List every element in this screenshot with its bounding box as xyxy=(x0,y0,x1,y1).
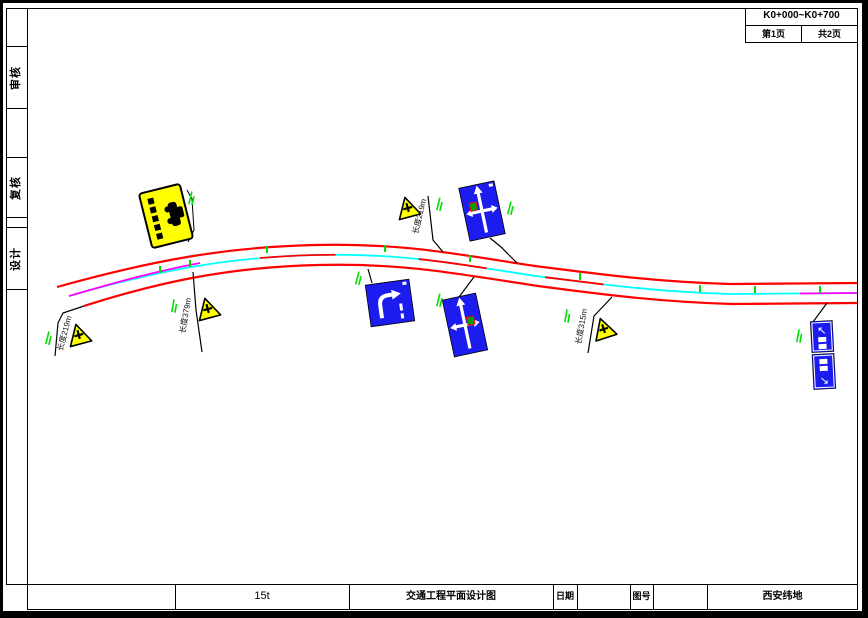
border-top xyxy=(0,0,868,3)
titlebar-divider xyxy=(630,584,631,610)
warning-triangle-1 xyxy=(69,323,93,348)
micro-label xyxy=(45,331,52,346)
drawing-frame xyxy=(27,8,858,610)
titlebar-divider xyxy=(653,584,654,610)
titlebar-divider xyxy=(349,584,350,610)
drawing-number-label: 图号 xyxy=(632,591,651,601)
centerline-magenta-right xyxy=(799,292,858,295)
strip-left-line xyxy=(6,8,7,585)
station-range: K0+000~K0+700 xyxy=(763,10,840,21)
curve-arrow-icon xyxy=(378,292,393,319)
guide-sign-curve xyxy=(364,278,416,328)
titlebar-divider xyxy=(577,584,578,610)
leader-warning-4 xyxy=(587,296,613,354)
micro-label xyxy=(796,329,803,343)
micro-label xyxy=(436,293,443,308)
road-edge-top xyxy=(56,243,858,289)
strip-line xyxy=(6,227,27,228)
car-warning-sign xyxy=(138,183,194,249)
micro-label xyxy=(507,201,514,216)
micro-label xyxy=(436,197,443,212)
leader-guide-1 xyxy=(489,237,518,264)
page-number: 第1页 xyxy=(761,29,785,39)
border-right xyxy=(862,0,868,618)
titlebar-divider xyxy=(707,584,708,610)
arrow-up-icon xyxy=(473,185,483,195)
border-left xyxy=(0,0,3,618)
micro-label xyxy=(171,299,178,313)
arrow-up-icon xyxy=(456,297,466,307)
station-block-line xyxy=(801,25,802,43)
titlebar-divider xyxy=(553,584,554,610)
micro-label xyxy=(564,309,571,323)
leader-warning-1 xyxy=(54,305,85,357)
leader-guide-3 xyxy=(458,276,475,298)
drawing-title: 交通工程平面设计图 xyxy=(406,591,496,602)
car-icon xyxy=(164,201,185,227)
page-total: 共2页 xyxy=(817,29,841,39)
route-shield-icon xyxy=(468,201,479,212)
warning-triangle-3 xyxy=(398,196,422,221)
station-ticks xyxy=(159,245,821,293)
guide-sign-intersection-1 xyxy=(458,180,506,242)
centerline-magenta-left xyxy=(68,262,201,297)
length-annotation-4: 长度315m xyxy=(573,308,589,346)
warning-triangle-2 xyxy=(198,297,222,322)
strip-line xyxy=(6,217,27,218)
company-name: 西安纬地 xyxy=(762,591,803,602)
centerline-red-segments xyxy=(68,253,858,297)
guide-sign-intersection-2 xyxy=(441,292,489,358)
strip-line xyxy=(6,46,27,47)
micro-label xyxy=(188,191,195,206)
strip-line xyxy=(6,8,27,9)
leader-warning-3 xyxy=(427,195,444,253)
warning-triangle-4 xyxy=(595,317,618,342)
load-rating: 15t xyxy=(254,590,270,602)
micro-label xyxy=(355,271,362,286)
strip-line xyxy=(6,157,27,158)
leader-warning-2 xyxy=(192,271,203,353)
leader-guide-2 xyxy=(367,268,373,284)
titlebar-divider xyxy=(175,584,176,610)
station-micro-labels xyxy=(45,191,803,346)
strip-line xyxy=(6,108,27,109)
sign-text-column xyxy=(147,197,164,240)
guide-sign-directions: ↖ ↘ xyxy=(809,320,837,390)
arrow-down-right-icon: ↘ xyxy=(819,374,829,387)
leader-guide-4 xyxy=(812,302,828,323)
arrow-up-left-icon: ↖ xyxy=(817,324,827,337)
titlebar-top-line xyxy=(27,584,858,585)
border-bottom xyxy=(0,611,868,618)
route-shield-icon xyxy=(465,315,476,326)
length-annotation-2: 长度379m xyxy=(177,297,193,335)
strip-line xyxy=(6,584,27,585)
strip-line xyxy=(6,289,27,290)
date-label: 日期 xyxy=(555,591,574,601)
